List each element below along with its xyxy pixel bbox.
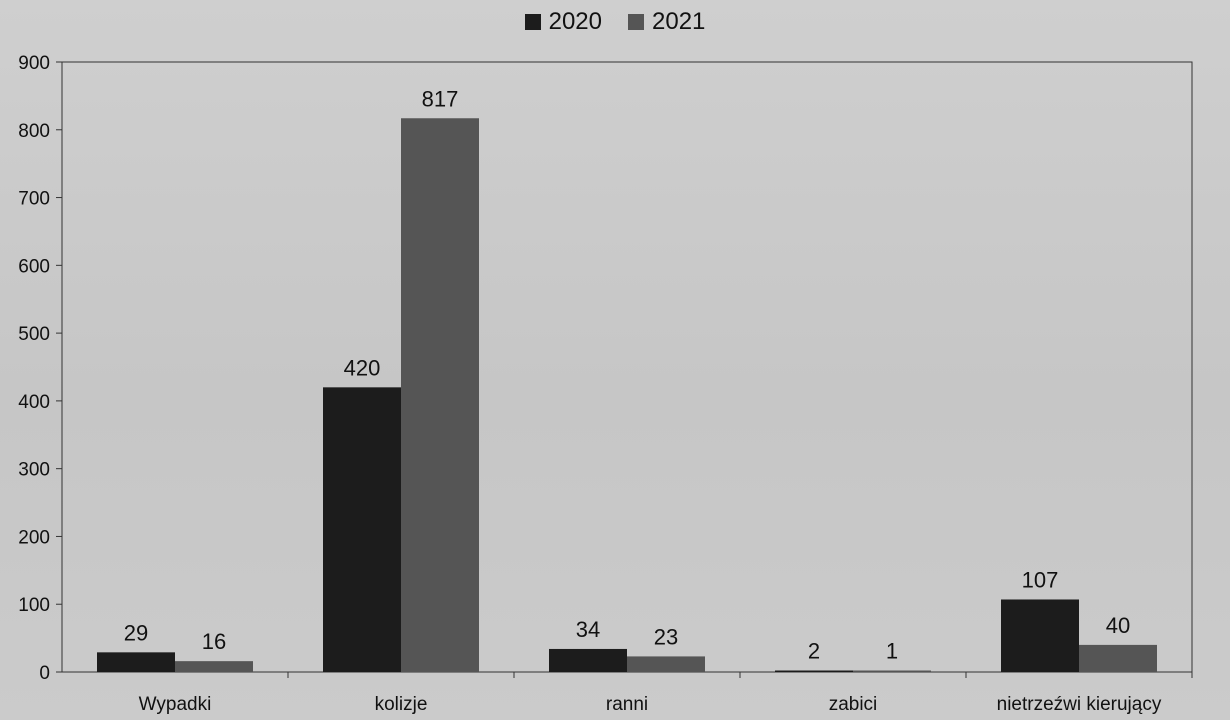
y-tick-label: 200 xyxy=(18,527,50,548)
bar-2020 xyxy=(1001,599,1079,672)
x-tick-label: kolizje xyxy=(375,694,428,715)
x-tick-label: zabici xyxy=(829,694,878,715)
x-tick-label: nietrzeźwi kierujący xyxy=(997,694,1162,715)
y-tick-label: 600 xyxy=(18,256,50,277)
legend: 2020 2021 xyxy=(0,8,1230,36)
data-label-2020: 2 xyxy=(808,639,820,664)
legend-item-2020: 2020 xyxy=(524,8,602,36)
y-tick-label: 0 xyxy=(39,663,50,684)
legend-label-2021: 2021 xyxy=(652,8,706,35)
data-label-2021: 40 xyxy=(1106,613,1130,638)
bar-2021 xyxy=(853,670,931,672)
data-label-2020: 420 xyxy=(344,355,381,380)
y-tick-label: 100 xyxy=(18,595,50,616)
bar-2021 xyxy=(1079,644,1157,672)
y-tick-label: 900 xyxy=(18,53,50,74)
legend-label-2020: 2020 xyxy=(548,8,602,35)
bar-2021 xyxy=(401,118,479,672)
data-label-2020: 34 xyxy=(576,617,600,642)
data-label-2021: 23 xyxy=(654,624,678,649)
y-tick-label: 400 xyxy=(18,392,50,413)
y-tick-label: 700 xyxy=(18,189,50,210)
data-label-2021: 817 xyxy=(422,86,459,111)
y-tick-label: 300 xyxy=(18,460,50,481)
data-label-2020: 29 xyxy=(124,620,148,645)
data-label-2021: 16 xyxy=(202,629,226,654)
bar-2020 xyxy=(97,652,175,672)
data-label-2021: 1 xyxy=(886,639,898,664)
x-tick-label: Wypadki xyxy=(139,694,212,715)
legend-item-2021: 2021 xyxy=(628,8,705,36)
bar-2021 xyxy=(175,661,253,672)
bar-2020 xyxy=(549,648,627,672)
bar-2020 xyxy=(323,387,401,672)
bar-2020 xyxy=(775,670,853,672)
legend-swatch-2021 xyxy=(628,14,644,30)
x-tick-label: ranni xyxy=(606,694,648,715)
data-label-2020: 107 xyxy=(1022,567,1059,592)
bar-2021 xyxy=(627,656,705,672)
y-tick-label: 800 xyxy=(18,121,50,142)
legend-swatch-2020 xyxy=(524,14,541,30)
y-tick-label: 500 xyxy=(18,324,50,345)
